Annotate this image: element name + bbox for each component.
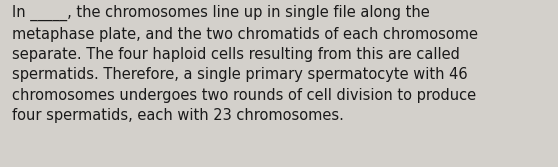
Text: In _____, the chromosomes line up in single file along the
metaphase plate, and : In _____, the chromosomes line up in sin… [12,5,478,123]
